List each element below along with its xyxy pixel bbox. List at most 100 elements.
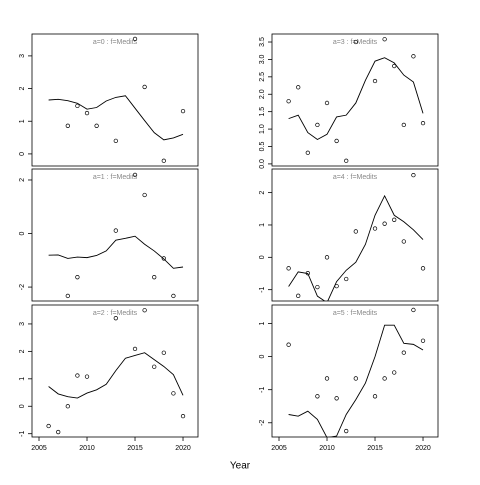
point	[372, 78, 378, 84]
point	[46, 423, 51, 429]
point	[132, 172, 138, 178]
y-tick-label: 0	[19, 404, 26, 408]
panel-title: a=3 : f=Medits	[333, 39, 378, 46]
y-tick-label: 1	[19, 377, 26, 381]
point	[180, 413, 186, 419]
point	[392, 217, 397, 222]
y-tick-label: 3.0	[259, 54, 266, 64]
point	[344, 276, 349, 282]
y-tick-label: 1.0	[259, 124, 266, 134]
point	[75, 373, 80, 378]
point	[411, 54, 416, 59]
point	[142, 192, 147, 198]
y-tick-label: -1	[19, 430, 26, 436]
y-tick-label: 0	[259, 355, 266, 359]
x-tick-label: 2020	[175, 445, 191, 452]
point	[324, 255, 330, 260]
point	[75, 275, 80, 280]
x-tick-label: 2010	[79, 445, 95, 452]
y-tick-label: 2.5	[259, 72, 266, 82]
y-tick-label: 1.5	[259, 107, 266, 117]
point	[65, 293, 70, 299]
point	[420, 121, 426, 126]
y-tick-label: -2	[259, 420, 266, 426]
point	[315, 394, 320, 399]
point	[344, 158, 349, 163]
panel-frame	[271, 304, 439, 438]
fit-line	[48, 352, 184, 399]
panel-title: a=0 : f=Medits	[93, 39, 138, 46]
point	[353, 39, 358, 45]
point	[411, 172, 416, 178]
y-tick-label: 2	[19, 178, 26, 182]
point	[420, 338, 426, 343]
point	[382, 376, 387, 381]
point	[132, 346, 138, 352]
fit-line	[48, 95, 184, 141]
point	[334, 138, 339, 144]
panel-frame	[31, 168, 199, 302]
x-tick-label: 2005	[271, 445, 287, 452]
point	[65, 123, 70, 128]
y-tick-label: 1	[19, 119, 26, 123]
point	[113, 228, 118, 233]
point	[344, 428, 349, 434]
x-tick-label: 2015	[127, 445, 143, 452]
point	[420, 266, 426, 271]
point	[401, 239, 406, 244]
fit-line	[288, 57, 424, 141]
point	[296, 85, 301, 90]
point	[305, 150, 310, 155]
panel-title: a=2 : f=Medits	[93, 310, 138, 317]
point	[334, 396, 339, 401]
point	[161, 350, 166, 355]
point	[171, 391, 176, 396]
point	[152, 364, 157, 369]
point	[315, 284, 320, 290]
y-tick-label: 0.5	[259, 142, 266, 152]
point	[113, 138, 118, 143]
point	[113, 316, 118, 321]
point	[296, 293, 301, 298]
y-tick-label: 2	[19, 87, 26, 91]
point	[286, 99, 291, 104]
point	[401, 122, 406, 128]
panel-frame	[31, 304, 199, 438]
y-tick-label: -2	[19, 284, 26, 290]
point	[132, 36, 138, 42]
panel-frame	[271, 168, 439, 302]
point	[372, 226, 378, 231]
point	[94, 123, 99, 128]
point	[286, 342, 291, 347]
point	[161, 256, 166, 261]
y-tick-label: 1	[259, 223, 266, 227]
point	[401, 350, 406, 355]
y-tick-label: 2.0	[259, 89, 266, 99]
x-axis-label: Year	[230, 461, 251, 472]
y-tick-label: 2	[259, 191, 266, 195]
y-tick-label: 0	[259, 255, 266, 259]
point	[382, 221, 387, 226]
point	[56, 429, 61, 435]
point	[324, 376, 330, 381]
y-tick-label: 0	[19, 152, 26, 156]
x-tick-label: 2005	[31, 445, 47, 452]
fit-line	[288, 324, 424, 437]
point	[392, 370, 397, 375]
point	[142, 308, 147, 313]
point	[152, 275, 157, 280]
y-tick-label: -1	[259, 386, 266, 392]
point	[142, 84, 147, 90]
panel-title: a=1 : f=Medits	[93, 174, 138, 181]
point	[171, 293, 176, 299]
point	[353, 229, 358, 234]
y-tick-label: 0	[19, 231, 26, 235]
x-tick-label: 2010	[319, 445, 335, 452]
point	[84, 110, 90, 116]
fit-line	[288, 194, 424, 301]
y-tick-label: -1	[259, 286, 266, 292]
y-tick-label: 3	[19, 54, 26, 58]
x-tick-label: 2020	[415, 445, 431, 452]
y-tick-label: 0.0	[259, 159, 266, 169]
